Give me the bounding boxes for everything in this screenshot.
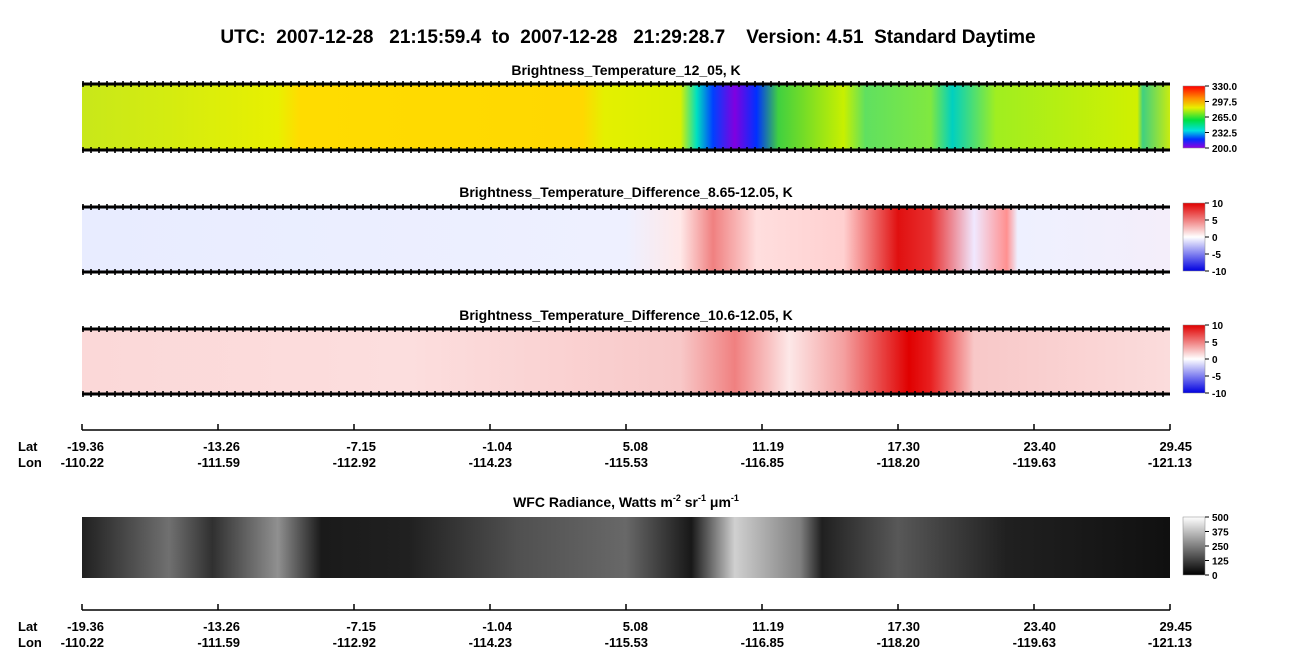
page-title: UTC: 2007-12-28 21:15:59.4 to 2007-12-28… [220,27,1035,48]
colorbar-tick-label: 232.5 [1212,129,1237,140]
panel-title: WFC Radiance, Watts m-2 sr-1 μm-1 [513,493,739,510]
lon-tick-label: -116.85 [741,635,784,650]
panel-title: Brightness_Temperature_12_05, K [511,62,740,78]
colorbar [1182,85,1206,149]
title-part: μm [706,494,731,510]
colorbar-tick-label: 250 [1212,542,1229,553]
title-part: sr [681,494,699,510]
colorbar-tick-label: 0 [1212,571,1218,582]
lat-tick-label: 5.08 [623,619,648,634]
image-strip [82,329,1170,394]
lat-tick-label: 23.40 [1023,619,1056,634]
lon-row-label: Lon [18,635,42,650]
image-strip [82,517,1170,578]
lat-tick-label: -19.36 [67,439,104,454]
lon-tick-label: -118.20 [877,635,920,650]
colorbar-tick-label: 0 [1212,233,1218,244]
lat-tick-label: -1.04 [482,439,512,454]
colorbar-tick-label: -10 [1212,267,1227,278]
lon-tick-label: -111.59 [197,635,240,650]
title-part: WFC Radiance, Watts m [513,494,673,510]
superscript: -2 [673,493,681,503]
colorbar-tick-label: 10 [1212,199,1224,210]
colorbar-tick-label: 375 [1212,528,1229,539]
superscript: -1 [698,493,706,503]
lat-row-label: Lat [18,619,38,634]
lon-tick-label: -110.22 [61,635,104,650]
lat-tick-label: -7.15 [346,619,376,634]
lon-tick-label: -112.92 [333,455,376,470]
lon-tick-label: -114.23 [469,455,512,470]
colorbar [1182,516,1206,576]
colorbar-tick-label: 265.0 [1212,113,1237,124]
image-strip [82,207,1170,272]
lon-tick-label: -116.85 [741,455,784,470]
lat-tick-label: 29.45 [1159,439,1192,454]
panel-title: Brightness_Temperature_Difference_10.6-1… [459,307,793,323]
lon-tick-label: -112.92 [333,635,376,650]
lat-tick-label: -13.26 [203,619,240,634]
lon-row-label: Lon [18,455,42,470]
colorbar-tick-label: 200.0 [1212,144,1237,155]
lat-tick-label: 17.30 [887,619,920,634]
colorbar-tick-label: 125 [1212,557,1229,568]
lat-tick-label: 17.30 [887,439,920,454]
panel-title: Brightness_Temperature_Difference_8.65-1… [459,184,793,200]
colorbar-tick-label: 500 [1212,513,1229,524]
colorbar-tick-label: 330.0 [1212,82,1237,93]
colorbar [1182,324,1206,394]
lat-tick-label: -19.36 [67,619,104,634]
lon-tick-label: -121.13 [1148,455,1192,470]
lat-tick-label: 23.40 [1023,439,1056,454]
lat-tick-label: -7.15 [346,439,376,454]
superscript: -1 [731,493,739,503]
lat-tick-label: 5.08 [623,439,648,454]
lon-tick-label: -118.20 [877,455,920,470]
colorbar-tick-label: 297.5 [1212,98,1237,109]
lon-tick-label: -115.53 [605,635,648,650]
lon-tick-label: -121.13 [1148,635,1192,650]
colorbar-tick-label: -5 [1212,372,1221,383]
colorbar [1182,202,1206,272]
lat-row-label: Lat [18,439,38,454]
colorbar-tick-label: 5 [1212,216,1218,227]
lon-tick-label: -110.22 [61,455,104,470]
image-strip [82,84,1170,150]
lon-tick-label: -115.53 [605,455,648,470]
lon-tick-label: -111.59 [197,455,240,470]
colorbar-tick-label: 5 [1212,338,1218,349]
lat-tick-label: 11.19 [752,439,784,454]
lat-tick-label: -13.26 [203,439,240,454]
lon-tick-label: -114.23 [469,635,512,650]
lon-tick-label: -119.63 [1013,635,1056,650]
lat-tick-label: -1.04 [482,619,512,634]
lat-tick-label: 11.19 [752,619,784,634]
lat-tick-label: 29.45 [1159,619,1192,634]
colorbar-tick-label: -10 [1212,389,1227,400]
colorbar-tick-label: -5 [1212,250,1221,261]
lon-tick-label: -119.63 [1013,455,1056,470]
colorbar-tick-label: 0 [1212,355,1218,366]
colorbar-tick-label: 10 [1212,321,1224,332]
